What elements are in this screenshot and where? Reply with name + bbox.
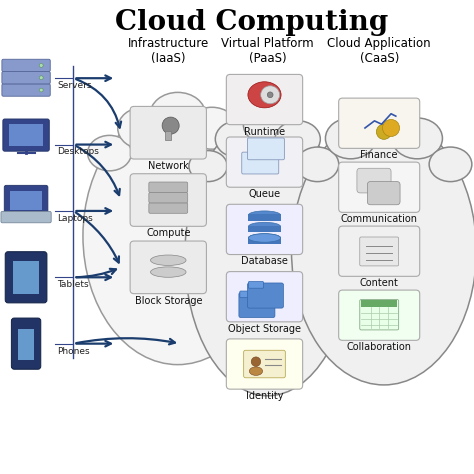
FancyBboxPatch shape — [227, 272, 303, 322]
Ellipse shape — [118, 107, 170, 149]
Ellipse shape — [261, 86, 280, 104]
Ellipse shape — [248, 234, 281, 242]
Ellipse shape — [150, 92, 206, 137]
Bar — [10, 191, 42, 210]
Ellipse shape — [357, 102, 411, 146]
Ellipse shape — [267, 92, 273, 98]
FancyBboxPatch shape — [338, 226, 419, 276]
Text: Block Storage: Block Storage — [135, 296, 202, 306]
Ellipse shape — [326, 118, 376, 159]
Text: Identity: Identity — [246, 391, 283, 401]
FancyBboxPatch shape — [1, 211, 51, 223]
FancyBboxPatch shape — [2, 59, 50, 72]
Text: Phones: Phones — [57, 346, 90, 356]
Text: Object Storage: Object Storage — [228, 324, 301, 334]
Ellipse shape — [429, 147, 472, 182]
Text: Collaboration: Collaboration — [346, 342, 412, 352]
FancyBboxPatch shape — [130, 241, 206, 294]
Circle shape — [251, 357, 261, 366]
Ellipse shape — [249, 367, 263, 375]
Ellipse shape — [296, 147, 339, 182]
Bar — [9, 124, 43, 146]
Text: Virtual Platform
(PaaS): Virtual Platform (PaaS) — [221, 37, 314, 65]
FancyBboxPatch shape — [247, 283, 283, 308]
Ellipse shape — [224, 136, 268, 171]
FancyBboxPatch shape — [338, 162, 419, 212]
Text: Infrastructure
(IaaS): Infrastructure (IaaS) — [128, 37, 209, 65]
Circle shape — [39, 88, 43, 92]
FancyBboxPatch shape — [367, 182, 400, 205]
Bar — [361, 300, 397, 307]
FancyBboxPatch shape — [360, 300, 399, 330]
FancyBboxPatch shape — [149, 192, 188, 203]
Text: Communication: Communication — [341, 214, 418, 224]
Ellipse shape — [150, 255, 186, 265]
FancyBboxPatch shape — [3, 119, 49, 151]
Bar — [248, 237, 281, 244]
Bar — [18, 329, 34, 360]
FancyBboxPatch shape — [2, 84, 50, 96]
Ellipse shape — [248, 82, 281, 108]
FancyBboxPatch shape — [357, 168, 391, 193]
Ellipse shape — [215, 121, 261, 157]
Circle shape — [39, 64, 43, 67]
Bar — [248, 226, 281, 232]
FancyBboxPatch shape — [130, 107, 206, 159]
Text: Network: Network — [148, 161, 189, 171]
FancyBboxPatch shape — [11, 318, 41, 369]
FancyBboxPatch shape — [227, 339, 303, 389]
Bar — [248, 214, 281, 221]
Circle shape — [376, 124, 392, 139]
Text: Content: Content — [360, 278, 399, 288]
Circle shape — [39, 76, 43, 80]
Text: Database: Database — [241, 256, 288, 266]
Text: Finance: Finance — [360, 150, 398, 160]
Text: Compute: Compute — [146, 228, 191, 238]
FancyBboxPatch shape — [247, 138, 284, 160]
FancyBboxPatch shape — [227, 74, 303, 125]
Ellipse shape — [309, 151, 346, 182]
Text: Desktops: Desktops — [57, 147, 99, 156]
Text: Queue: Queue — [248, 189, 281, 199]
FancyBboxPatch shape — [2, 72, 50, 84]
Circle shape — [162, 117, 179, 134]
Ellipse shape — [248, 234, 281, 242]
FancyBboxPatch shape — [130, 174, 206, 227]
Circle shape — [383, 119, 400, 137]
Ellipse shape — [185, 117, 351, 396]
Bar — [13, 261, 39, 294]
FancyBboxPatch shape — [149, 203, 188, 213]
FancyBboxPatch shape — [338, 98, 419, 148]
Bar — [165, 131, 171, 140]
Ellipse shape — [186, 107, 238, 149]
FancyBboxPatch shape — [239, 292, 275, 318]
Ellipse shape — [292, 117, 474, 385]
Ellipse shape — [150, 267, 186, 277]
Ellipse shape — [248, 211, 281, 219]
FancyBboxPatch shape — [4, 185, 48, 215]
FancyBboxPatch shape — [240, 291, 255, 298]
FancyBboxPatch shape — [149, 182, 188, 192]
Ellipse shape — [248, 222, 281, 231]
FancyBboxPatch shape — [227, 204, 303, 255]
FancyBboxPatch shape — [360, 237, 399, 266]
FancyBboxPatch shape — [5, 252, 47, 303]
FancyBboxPatch shape — [248, 282, 264, 288]
FancyBboxPatch shape — [338, 290, 419, 340]
FancyBboxPatch shape — [244, 350, 285, 378]
Ellipse shape — [392, 118, 442, 159]
Text: Cloud Application
(CaaS): Cloud Application (CaaS) — [328, 37, 431, 65]
FancyBboxPatch shape — [242, 152, 279, 174]
Ellipse shape — [83, 108, 273, 365]
FancyBboxPatch shape — [227, 137, 303, 187]
Text: Tablets: Tablets — [57, 280, 89, 289]
Text: Cloud Computing: Cloud Computing — [115, 9, 388, 36]
Text: Runtime: Runtime — [244, 127, 285, 137]
Ellipse shape — [244, 105, 292, 145]
Ellipse shape — [88, 136, 131, 171]
Text: Servers: Servers — [57, 81, 91, 90]
Ellipse shape — [275, 121, 320, 157]
Text: Laptops: Laptops — [57, 214, 92, 223]
Ellipse shape — [189, 151, 227, 182]
